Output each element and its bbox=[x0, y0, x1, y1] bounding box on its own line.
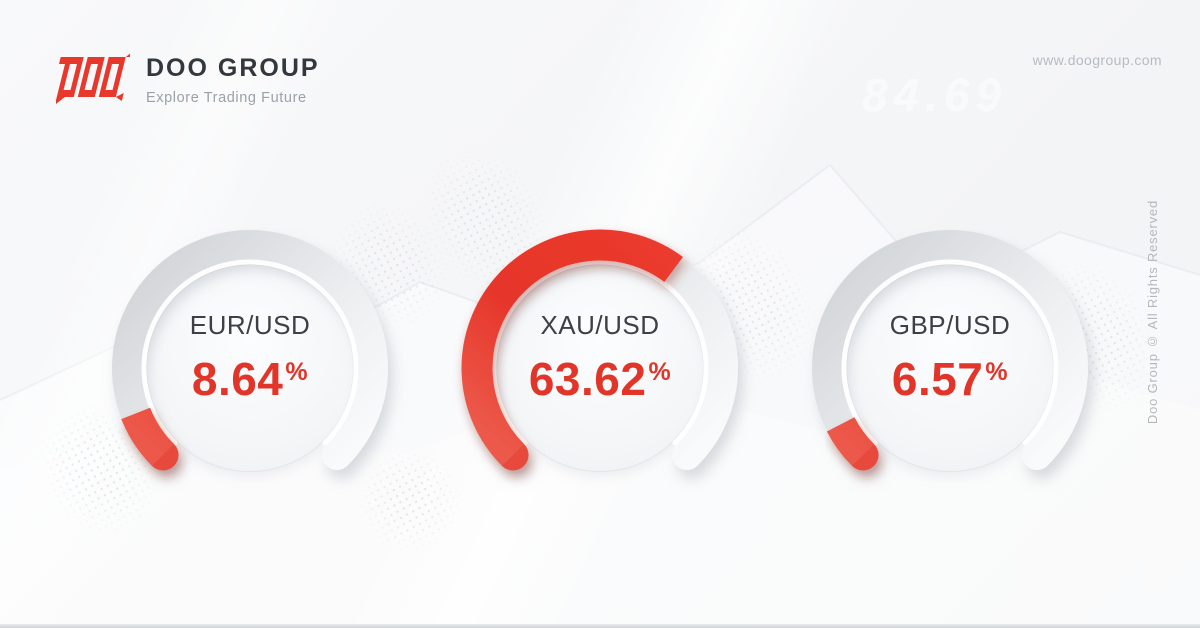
gauge-progress bbox=[461, 229, 683, 471]
gauge-eur-usd: EUR/USD 8.64% bbox=[80, 198, 420, 538]
percent-sign: % bbox=[285, 358, 309, 386]
gauge-inner-highlight bbox=[491, 259, 709, 446]
gauges-row: EUR/USD 8.64% XAU/USD 63.62% bbox=[80, 198, 1120, 538]
gauge-gbp-usd: GBP/USD 6.57% bbox=[780, 198, 1120, 538]
copyright-text: Doo Group © All Rights Reserved bbox=[1145, 200, 1160, 425]
gauge-xau-usd: XAU/USD 63.62% bbox=[430, 198, 770, 538]
gauge-pair-label: EUR/USD bbox=[189, 310, 311, 340]
gauge-inner-highlight bbox=[841, 259, 1059, 446]
gauge-progress bbox=[826, 416, 879, 471]
gauge-pair-label: XAU/USD bbox=[540, 310, 660, 340]
gauge-value: 8.64% bbox=[191, 353, 309, 405]
gauge-value: 63.62% bbox=[528, 353, 672, 405]
gauge-value: 6.57% bbox=[891, 353, 1009, 405]
doo-group-logo-icon bbox=[56, 50, 130, 105]
gauge-text: GBP/USD 6.57% bbox=[780, 310, 1120, 406]
logo-name: DOO GROUP bbox=[146, 54, 320, 82]
gauge-track bbox=[112, 230, 388, 470]
percent-sign: % bbox=[648, 358, 672, 386]
gauge-track bbox=[812, 230, 1088, 470]
bottom-edge-strip bbox=[0, 624, 1200, 628]
gauge-pair-label: GBP/USD bbox=[889, 310, 1011, 340]
percent-sign: % bbox=[985, 358, 1009, 386]
logo-text-block: DOO GROUP Explore Trading Future bbox=[146, 48, 320, 106]
header: DOO GROUP Explore Trading Future bbox=[56, 48, 320, 106]
gauge-progress bbox=[121, 407, 179, 471]
gauge-text: XAU/USD 63.62% bbox=[430, 310, 770, 406]
gauge-text: EUR/USD 8.64% bbox=[80, 310, 420, 406]
website-url: www.doogroup.com bbox=[1032, 52, 1162, 68]
gauge-inner-highlight bbox=[141, 259, 359, 446]
logo-tagline: Explore Trading Future bbox=[146, 90, 307, 106]
